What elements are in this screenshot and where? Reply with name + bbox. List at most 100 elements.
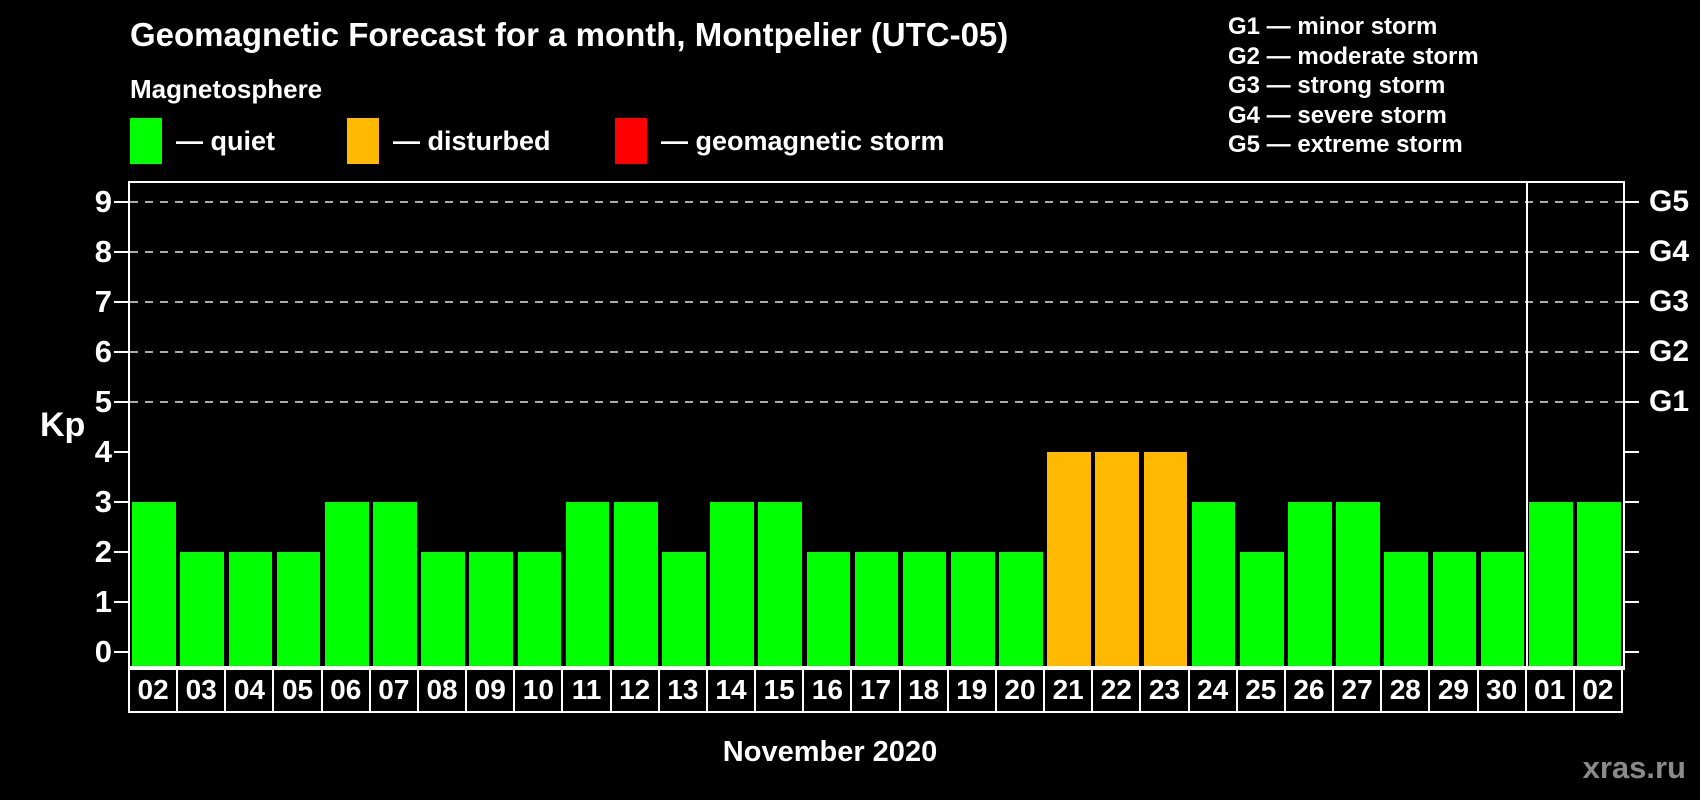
x-label-13-day-15: 15 [754,666,805,713]
storm-scale-legend: G1 — minor storm G2 — moderate storm G3 — … [1228,12,1479,160]
bar-14-day-16 [806,552,851,668]
quiet-color-swatch [130,118,162,164]
bar-23-day-25 [1239,552,1284,668]
x-label-25-day-27: 27 [1332,666,1383,713]
legend-item-label: — quiet [176,125,275,156]
bar-0-day-02 [132,502,176,668]
g-axis-label-G2: G2 [1649,335,1690,368]
y-tick-left-1 [114,601,128,603]
gridline-kp7 [130,301,1623,303]
x-label-15-day-17: 17 [850,666,901,713]
legend-item-quiet: — quiet [130,118,275,164]
y-tick-label-8: 8 [94,234,112,269]
g-axis-label-G3: G3 [1649,285,1690,318]
x-label-5-day-07: 07 [368,666,419,713]
y-tick-right-9 [1625,201,1639,203]
x-label-18-day-20: 20 [994,666,1046,713]
storm-scale-item-5: G5 — extreme storm [1228,131,1463,158]
y-tick-left-0 [114,651,128,653]
bar-4-day-06 [324,502,369,668]
y-tick-label-1: 1 [94,584,112,619]
y-tick-right-8 [1625,251,1639,253]
bar-2-day-04 [228,552,273,668]
bar-19-day-21 [1047,452,1091,668]
bar-29-day-01 [1528,502,1573,668]
y-tick-right-1 [1625,601,1639,603]
bar-20-day-22 [1095,452,1140,668]
bar-21-day-23 [1143,452,1188,668]
x-label-26-day-28: 28 [1380,666,1431,713]
x-label-11-day-13: 13 [657,666,708,713]
y-tick-right-6 [1625,351,1639,353]
x-label-20-day-22: 22 [1091,666,1142,713]
g-axis-label-G1: G1 [1649,385,1690,418]
storm-scale-item-3: G3 — strong storm [1228,72,1446,99]
bar-12-day-14 [710,502,754,668]
bar-7-day-09 [469,552,514,668]
bar-27-day-29 [1432,552,1477,668]
disturbed-color-swatch [347,118,379,164]
bar-6-day-08 [421,552,465,668]
x-label-12-day-14: 14 [705,666,757,713]
bar-25-day-27 [1336,502,1380,668]
x-label-29-day-01: 01 [1524,666,1575,713]
gridline-kp6 [130,351,1623,353]
gridline-kp5 [130,401,1623,403]
x-label-7-day-09: 09 [465,666,516,713]
bar-28-day-30 [1480,552,1525,668]
x-label-30-day-02: 02 [1572,666,1623,713]
y-tick-right-2 [1625,551,1639,553]
x-label-16-day-18: 18 [898,666,949,713]
y-tick-left-8 [114,251,128,253]
y-tick-right-7 [1625,301,1639,303]
g-axis-label-G5: G5 [1649,185,1690,218]
x-label-28-day-30: 30 [1476,666,1527,713]
x-label-0-day-02: 02 [128,666,179,713]
legend-item-storm: — geomagnetic storm [615,118,945,164]
y-tick-left-5 [114,401,128,403]
y-tick-left-6 [114,351,128,353]
bar-3-day-05 [276,552,321,668]
x-label-9-day-11: 11 [561,666,612,713]
chart-subtitle: Magnetosphere [130,74,323,104]
x-label-27-day-29: 29 [1428,666,1479,713]
y-tick-left-3 [114,501,128,503]
y-tick-label-7: 7 [94,284,112,319]
y-axis-title: Kp [40,406,86,444]
y-tick-left-7 [114,301,128,303]
bar-18-day-20 [999,552,1043,668]
bar-17-day-19 [950,552,995,668]
x-label-2-day-04: 04 [224,666,275,713]
x-axis-title: November 2020 [722,736,938,768]
x-label-21-day-23: 23 [1139,666,1190,713]
y-tick-right-0 [1625,651,1639,653]
legend-item-label: — disturbed [393,125,551,156]
y-tick-label-2: 2 [94,534,112,569]
y-tick-label-3: 3 [94,484,112,519]
y-tick-label-6: 6 [94,334,112,369]
y-tick-right-4 [1625,451,1639,453]
x-label-1-day-03: 03 [176,666,227,713]
x-label-19-day-21: 21 [1043,666,1094,713]
bar-30-day-02 [1577,502,1621,668]
y-tick-left-4 [114,451,128,453]
x-label-17-day-19: 19 [946,666,997,713]
x-label-23-day-25: 25 [1235,666,1286,713]
bar-24-day-26 [1288,502,1332,668]
bar-10-day-12 [613,502,658,668]
x-label-14-day-16: 16 [802,666,853,713]
legend-item-disturbed: — disturbed [347,118,551,164]
y-tick-left-9 [114,201,128,203]
x-label-8-day-10: 10 [513,666,564,713]
x-label-10-day-12: 12 [609,666,660,713]
bar-22-day-24 [1191,502,1236,668]
storm-scale-item-2: G2 — moderate storm [1228,42,1479,70]
y-tick-label-9: 9 [94,184,112,219]
month-separator [1525,183,1528,668]
y-tick-right-3 [1625,501,1639,503]
x-label-3-day-05: 05 [272,666,323,713]
gridline-kp9 [130,201,1623,203]
y-tick-right-5 [1625,401,1639,403]
g-axis-label-G4: G4 [1649,235,1690,268]
